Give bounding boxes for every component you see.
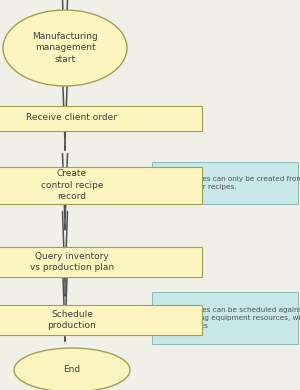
Ellipse shape [14, 348, 130, 390]
Text: Control recipes can be scheduled against specific
manufacturing equipment resour: Control recipes can be scheduled against… [156, 307, 300, 329]
FancyBboxPatch shape [0, 106, 202, 131]
Text: Create
control recipe
record: Create control recipe record [41, 169, 103, 201]
Text: Control recipes can only be created from authorised,
active master recipes.: Control recipes can only be created from… [156, 176, 300, 190]
Text: End: End [63, 365, 81, 374]
FancyBboxPatch shape [0, 247, 202, 277]
FancyBboxPatch shape [152, 162, 298, 204]
FancyBboxPatch shape [0, 167, 202, 204]
Text: Query inventory
vs production plan: Query inventory vs production plan [30, 252, 114, 272]
Text: Receive client order: Receive client order [26, 113, 118, 122]
FancyBboxPatch shape [0, 305, 202, 335]
Text: Schedule
production: Schedule production [48, 310, 96, 330]
Text: Manufacturing
management
start: Manufacturing management start [32, 32, 98, 64]
FancyBboxPatch shape [152, 292, 298, 344]
Ellipse shape [3, 10, 127, 86]
